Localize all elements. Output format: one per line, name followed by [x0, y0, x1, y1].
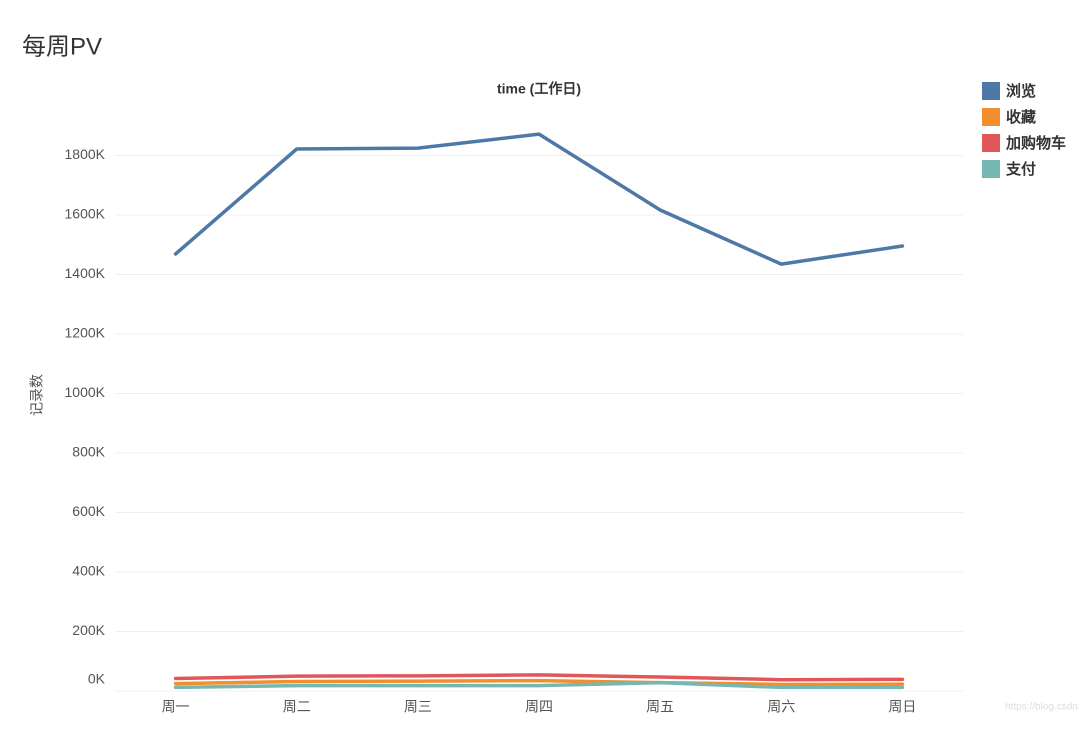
y-tick-label: 600K: [72, 503, 105, 519]
series-line: [173, 680, 905, 690]
y-tick-label: 400K: [72, 563, 105, 579]
legend-label: 收藏: [1006, 108, 1036, 126]
legend-swatch: [982, 108, 1000, 126]
x-tick-label: 周四: [525, 699, 553, 715]
series-line: [173, 678, 905, 687]
x-tick-label: 周五: [646, 699, 674, 715]
legend-label: 浏览: [1006, 82, 1036, 100]
x-axis-title: time (工作日): [497, 81, 581, 97]
legend-label: 加购物车: [1005, 134, 1066, 152]
x-tick-label: 周日: [888, 699, 916, 715]
x-tick-label: 周二: [283, 699, 311, 715]
y-tick-label: 200K: [72, 622, 105, 638]
y-tick-label: 800K: [72, 444, 105, 460]
watermark: https://blog.csdn: [1005, 702, 1078, 713]
legend-label: 支付: [1005, 160, 1036, 178]
x-tick-label: 周三: [404, 699, 432, 715]
legend-swatch: [982, 160, 1000, 178]
y-tick-label: 0K: [88, 671, 106, 687]
y-tick-label: 1800K: [65, 146, 106, 162]
series-line: [173, 673, 905, 682]
legend-swatch: [982, 134, 1000, 152]
y-axis-title: 记录数: [29, 374, 45, 416]
chart-title: 每周PV: [22, 33, 102, 60]
y-tick-label: 1400K: [65, 265, 106, 281]
x-tick-label: 周一: [162, 699, 190, 715]
y-tick-label: 1000K: [65, 384, 106, 400]
y-tick-label: 1600K: [65, 206, 106, 222]
y-tick-label: 1200K: [65, 325, 106, 341]
x-tick-label: 周六: [767, 699, 795, 715]
series-line: [173, 132, 905, 266]
legend-swatch: [982, 82, 1000, 100]
